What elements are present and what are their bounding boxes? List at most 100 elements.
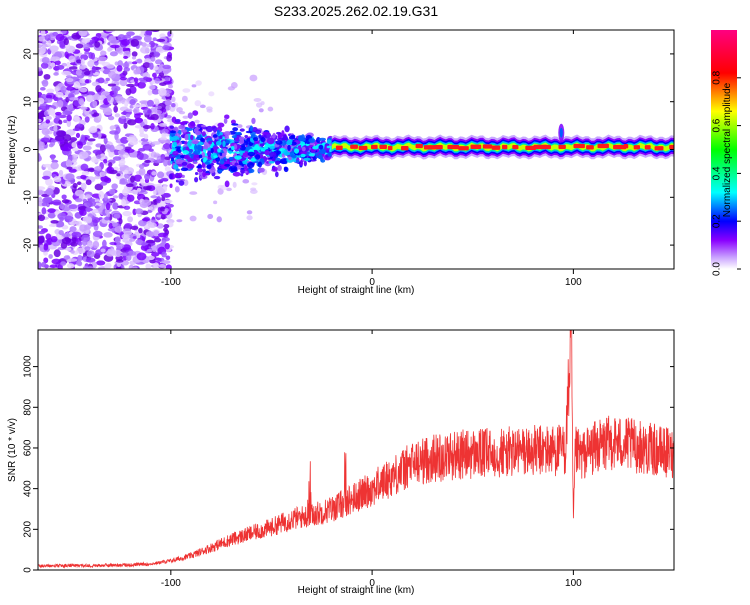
transition-blob (217, 122, 225, 128)
spectrogram-ylabel: Frequency (Hz) (7, 116, 18, 185)
noise-blob (124, 230, 133, 236)
noise-blob (38, 214, 46, 222)
noise-blob (72, 128, 81, 132)
transition-blob (308, 138, 316, 143)
noise-blob (85, 206, 92, 213)
noise-blob (140, 46, 150, 54)
noise-blob (38, 118, 42, 123)
transition-blob (276, 131, 282, 135)
noise-blob (134, 82, 140, 87)
transition-blob (224, 114, 230, 120)
noise-blob (105, 144, 111, 150)
colorbar-tick-label: 0.6 (712, 118, 723, 132)
noise-blob (53, 249, 61, 258)
noise-blob (43, 196, 53, 203)
noise-blob (142, 125, 152, 130)
noise-blob (150, 151, 157, 158)
noise-blob (85, 179, 92, 186)
noise-blob (80, 58, 85, 66)
noise-blob (89, 111, 94, 115)
noise-blob (122, 188, 129, 196)
noise-blob (125, 113, 131, 118)
noise-blob (43, 73, 51, 80)
noise-blob (81, 38, 91, 44)
noise-blob (125, 254, 132, 262)
figure-title: S233.2025.262.02.19.G31 (274, 3, 438, 19)
noise-blob (53, 176, 62, 183)
noise-blob (112, 195, 119, 199)
noise-blob (164, 208, 169, 213)
x-tick-label: -100 (161, 277, 181, 288)
noise-blob (119, 72, 126, 79)
noise-blob (58, 114, 67, 119)
ridge-core (654, 146, 664, 151)
noise-blob (251, 182, 258, 186)
noise-blob (78, 30, 88, 37)
ridge-core (423, 145, 436, 150)
transition-blob (184, 133, 189, 141)
noise-blob (75, 132, 81, 139)
noise-blob (116, 173, 121, 177)
noise-blob (40, 86, 46, 91)
transition-blob (169, 173, 173, 180)
transition-blob (203, 145, 208, 150)
noise-blob (153, 262, 160, 269)
transition-blob (232, 127, 239, 132)
noise-blob (63, 38, 69, 46)
ridge-core (573, 143, 585, 149)
noise-blob (145, 230, 155, 237)
noise-blob (140, 244, 149, 251)
ridge-core (482, 144, 493, 149)
transition-blob (224, 139, 231, 144)
noise-blob (87, 138, 96, 142)
noise-blob (79, 78, 87, 84)
noise-blob (165, 255, 171, 261)
noise-blob (92, 230, 103, 238)
transition-blob (303, 160, 307, 167)
noise-blob (107, 47, 113, 52)
noise-blob (103, 80, 109, 84)
transition-blob (224, 163, 231, 167)
transition-blob (234, 155, 242, 160)
ridge-core (633, 145, 640, 150)
noise-blob (114, 132, 119, 141)
noise-blob (109, 169, 118, 174)
transition-blob (190, 134, 194, 141)
noise-blob (151, 88, 161, 95)
transition-blob (288, 156, 292, 161)
transition-blob (277, 164, 282, 172)
noise-blob (82, 43, 90, 50)
noise-blob (85, 216, 93, 224)
transition-blob (222, 152, 227, 156)
transition-blob (262, 131, 270, 135)
spectrogram-heatmap (38, 30, 674, 269)
noise-blob (135, 239, 144, 245)
noise-blob (124, 172, 131, 179)
noise-blob (58, 169, 64, 176)
noise-blob (82, 266, 89, 269)
transition-blob (169, 137, 178, 142)
transition-blob (187, 141, 191, 148)
transition-blob (182, 150, 190, 155)
noise-blob (154, 59, 163, 65)
noise-blob (103, 137, 108, 145)
transition-blob (247, 151, 256, 157)
noise-blob (108, 222, 114, 229)
noise-blob (94, 183, 104, 191)
noise-blob (120, 136, 129, 144)
noise-blob (143, 76, 149, 81)
noise-blob (70, 241, 78, 247)
noise-blob (114, 145, 124, 151)
noise-blob (45, 188, 54, 196)
transition-blob (275, 140, 283, 145)
noise-blob (127, 216, 134, 223)
noise-blob (105, 250, 116, 257)
transition-blob (238, 160, 243, 166)
colorbar-tick-label: 0.2 (712, 214, 723, 228)
noise-blob (105, 77, 110, 82)
transition-blob (232, 171, 241, 177)
noise-blob (49, 264, 58, 269)
noise-blob (44, 115, 53, 121)
